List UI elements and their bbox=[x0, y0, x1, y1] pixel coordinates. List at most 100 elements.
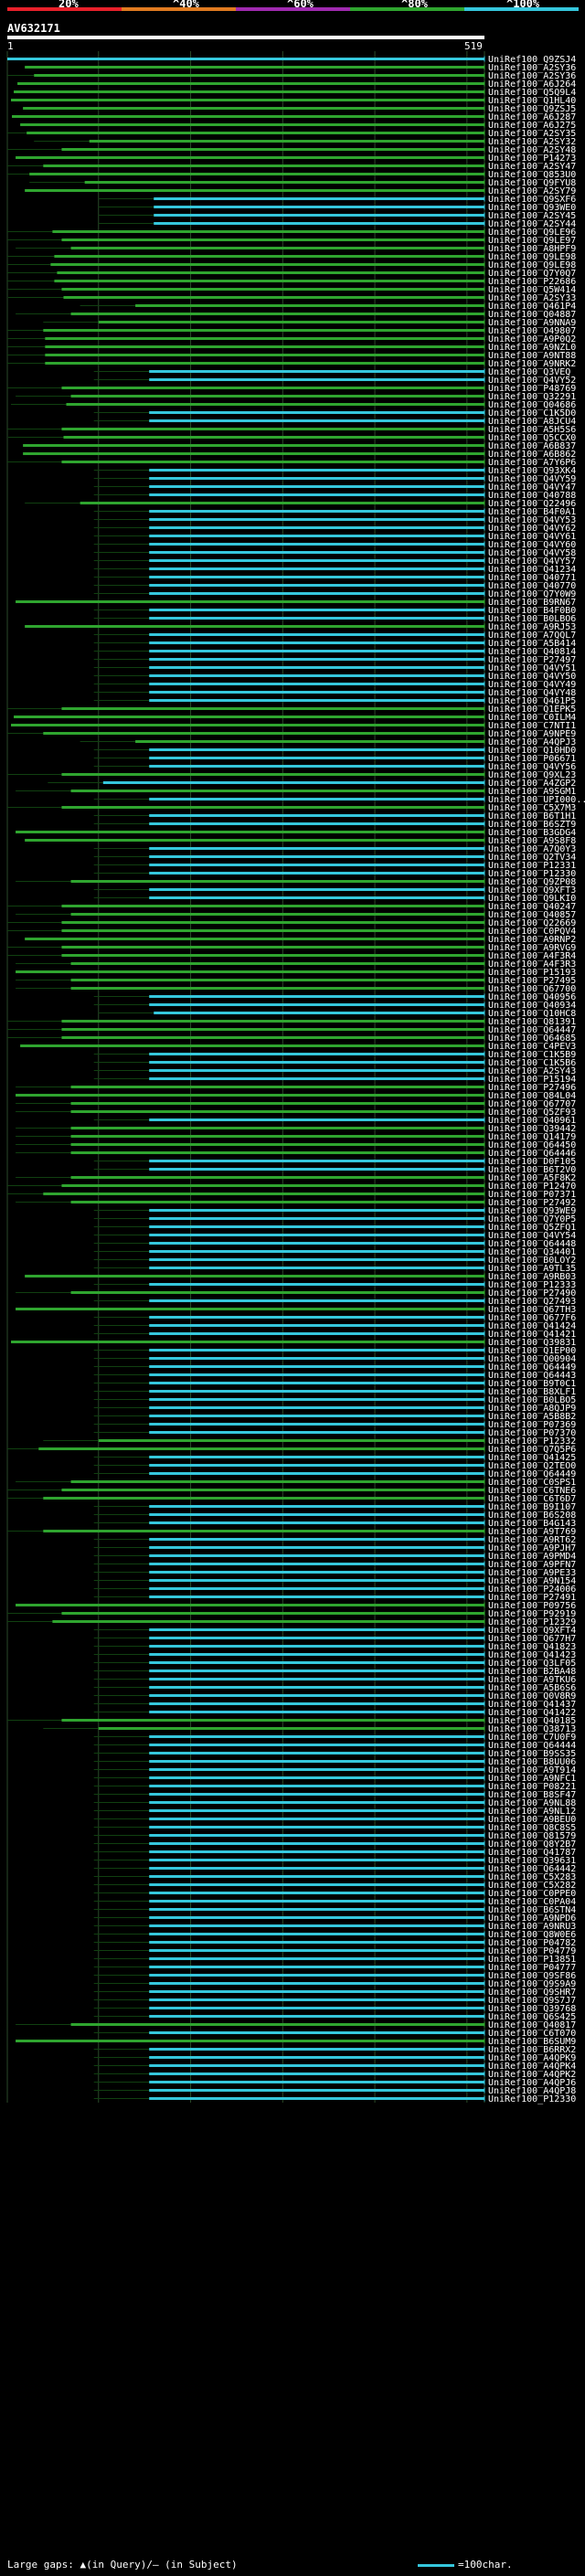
hit-label[interactable]: UniRef100_Q0V8R9 bbox=[488, 1691, 576, 1701]
hit-label[interactable]: UniRef100_P27495 bbox=[488, 976, 576, 986]
hit-bar[interactable] bbox=[70, 790, 484, 792]
hit-bar[interactable] bbox=[149, 1299, 484, 1302]
hit-label[interactable]: UniRef100_Q67TH3 bbox=[488, 1305, 576, 1315]
hit-bar[interactable] bbox=[149, 1694, 484, 1697]
hit-bar[interactable] bbox=[61, 288, 484, 291]
hit-bar[interactable] bbox=[149, 666, 484, 669]
hit-bar[interactable] bbox=[70, 1127, 484, 1129]
hit-label[interactable]: UniRef100_Q64449 bbox=[488, 1469, 576, 1479]
hit-bar[interactable] bbox=[149, 1003, 484, 1006]
hit-bar[interactable] bbox=[149, 1974, 484, 1977]
hit-label[interactable]: UniRef100_Q64449 bbox=[488, 1362, 576, 1373]
hit-label[interactable]: UniRef100_Q6S425 bbox=[488, 2012, 576, 2022]
hit-label[interactable]: UniRef100_A9BEU0 bbox=[488, 1815, 576, 1825]
hit-label[interactable]: UniRef100_P92919 bbox=[488, 1609, 576, 1619]
hit-label[interactable]: UniRef100_Q84L04 bbox=[488, 1091, 576, 1101]
hit-bar[interactable] bbox=[149, 1382, 484, 1384]
hit-label[interactable]: UniRef100_C1K5D0 bbox=[488, 408, 576, 419]
hit-label[interactable]: UniRef100_Q9S9A9 bbox=[488, 1979, 576, 1989]
hit-bar[interactable] bbox=[149, 1168, 484, 1171]
hit-label[interactable]: UniRef100_Q2TV34 bbox=[488, 853, 576, 863]
hit-label[interactable]: UniRef100_C5X7M3 bbox=[488, 803, 576, 813]
hit-label[interactable]: UniRef100_P04782 bbox=[488, 1938, 576, 1948]
hit-label[interactable]: UniRef100_Q5W414 bbox=[488, 285, 576, 295]
hit-bar[interactable] bbox=[149, 2056, 484, 2059]
hit-bar[interactable] bbox=[149, 1637, 484, 1639]
hit-bar[interactable] bbox=[149, 896, 484, 899]
hit-bar[interactable] bbox=[149, 691, 484, 694]
hit-bar[interactable] bbox=[70, 1176, 484, 1179]
hit-bar[interactable] bbox=[29, 173, 484, 175]
hit-bar[interactable] bbox=[149, 1505, 484, 1508]
hit-bar[interactable] bbox=[70, 979, 484, 981]
hit-bar[interactable] bbox=[149, 1768, 484, 1771]
hit-bar[interactable] bbox=[149, 658, 484, 661]
hit-bar[interactable] bbox=[149, 1258, 484, 1261]
hit-label[interactable]: UniRef100_Q4VY51 bbox=[488, 663, 576, 673]
hit-label[interactable]: UniRef100_P27490 bbox=[488, 1288, 576, 1299]
hit-bar[interactable] bbox=[149, 1053, 484, 1055]
hit-label[interactable]: UniRef100_A9RNP2 bbox=[488, 935, 576, 945]
hit-label[interactable]: UniRef100_A2SY33 bbox=[488, 293, 576, 303]
hit-bar[interactable] bbox=[149, 872, 484, 875]
hit-bar[interactable] bbox=[149, 1998, 484, 2001]
hit-label[interactable]: UniRef100_Q93WE9 bbox=[488, 1206, 576, 1216]
hit-label[interactable]: UniRef100_C0SPS1 bbox=[488, 1478, 576, 1488]
hit-bar[interactable] bbox=[149, 1217, 484, 1220]
hit-bar[interactable] bbox=[61, 1020, 484, 1023]
hit-bar[interactable] bbox=[149, 1900, 484, 1903]
hit-bar[interactable] bbox=[149, 609, 484, 611]
hit-bar[interactable] bbox=[149, 1456, 484, 1458]
hit-label[interactable]: UniRef100_Q64448 bbox=[488, 1239, 576, 1249]
hit-label[interactable]: UniRef100_A5B6S6 bbox=[488, 1683, 576, 1693]
hit-label[interactable]: UniRef100_B6S208 bbox=[488, 1511, 576, 1521]
hit-label[interactable]: UniRef100_P08221 bbox=[488, 1782, 576, 1792]
hit-label[interactable]: UniRef100_Q40817 bbox=[488, 2020, 576, 2030]
hit-bar[interactable] bbox=[149, 1563, 484, 1565]
hit-label[interactable]: UniRef100_Q9ZP08 bbox=[488, 877, 576, 887]
hit-bar[interactable] bbox=[149, 1069, 484, 1072]
hit-bar[interactable] bbox=[16, 1094, 484, 1097]
hit-label[interactable]: UniRef100_A9NPD6 bbox=[488, 1913, 576, 1924]
hit-label[interactable]: UniRef100_B4G143 bbox=[488, 1519, 576, 1529]
hit-bar[interactable] bbox=[149, 699, 484, 702]
hit-bar[interactable] bbox=[70, 2023, 484, 2026]
hit-bar[interactable] bbox=[149, 1267, 484, 1269]
hit-bar[interactable] bbox=[149, 469, 484, 472]
hit-bar[interactable] bbox=[102, 781, 484, 784]
hit-label[interactable]: UniRef100_B8SF47 bbox=[488, 1790, 576, 1800]
hit-label[interactable]: UniRef100_A9RJ53 bbox=[488, 622, 576, 632]
hit-label[interactable]: UniRef100_Q461P4 bbox=[488, 302, 576, 312]
hit-label[interactable]: UniRef100_A9NPE9 bbox=[488, 729, 576, 739]
hit-bar[interactable] bbox=[149, 1735, 484, 1738]
hit-bar[interactable] bbox=[25, 66, 484, 69]
hit-label[interactable]: UniRef100_Q22496 bbox=[488, 499, 576, 509]
hit-bar[interactable] bbox=[54, 255, 484, 258]
hit-label[interactable]: UniRef100_A2SY32 bbox=[488, 137, 576, 147]
hit-bar[interactable] bbox=[149, 1760, 484, 1763]
hit-label[interactable]: UniRef100_A9PFN7 bbox=[488, 1560, 576, 1570]
hit-label[interactable]: UniRef100_P12330 bbox=[488, 2094, 576, 2104]
hit-label[interactable]: UniRef100_Q9LE98 bbox=[488, 252, 576, 262]
hit-label[interactable]: UniRef100_Q10HD0 bbox=[488, 746, 576, 756]
hit-bar[interactable] bbox=[149, 1357, 484, 1360]
hit-label[interactable]: UniRef100_A9NL12 bbox=[488, 1807, 576, 1817]
hit-label[interactable]: UniRef100_Q34401 bbox=[488, 1247, 576, 1257]
hit-bar[interactable] bbox=[23, 444, 484, 447]
hit-bar[interactable] bbox=[84, 181, 484, 184]
hit-bar[interactable] bbox=[12, 115, 484, 118]
hit-label[interactable]: UniRef100_A9RVG9 bbox=[488, 943, 576, 953]
hit-bar[interactable] bbox=[149, 683, 484, 685]
hit-bar[interactable] bbox=[70, 913, 484, 916]
hit-bar[interactable] bbox=[70, 1110, 484, 1113]
hit-label[interactable]: UniRef100_C6T070 bbox=[488, 2029, 576, 2039]
hit-bar[interactable] bbox=[149, 1390, 484, 1393]
hit-label[interactable]: UniRef100_Q4VY54 bbox=[488, 1231, 576, 1241]
hit-label[interactable]: UniRef100_Q22669 bbox=[488, 918, 576, 928]
hit-label[interactable]: UniRef100_A4F3R4 bbox=[488, 951, 576, 961]
hit-label[interactable]: UniRef100_B6T2V0 bbox=[488, 1165, 576, 1175]
hit-bar[interactable] bbox=[149, 1752, 484, 1754]
hit-bar[interactable] bbox=[25, 625, 484, 628]
hit-label[interactable]: UniRef100_C6TNE6 bbox=[488, 1486, 576, 1496]
hit-label[interactable]: UniRef100_Q41234 bbox=[488, 565, 576, 575]
